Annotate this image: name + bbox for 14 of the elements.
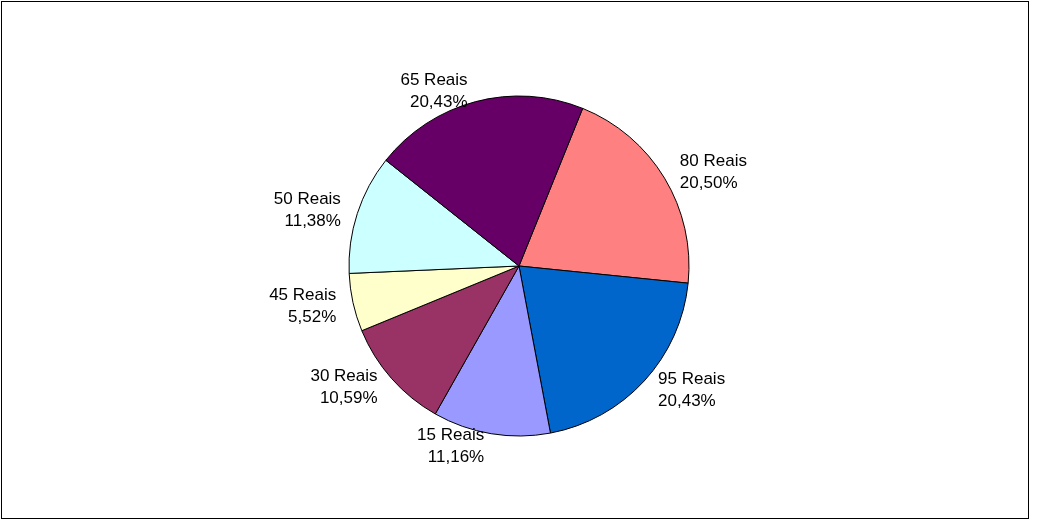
data-label: 10,59% — [319, 387, 378, 407]
slice-label: 65 Reais — [400, 69, 468, 89]
data-label: 20,50% — [679, 173, 738, 193]
data-label: 11,16% — [427, 447, 485, 467]
data-label: 5,52% — [288, 306, 337, 326]
slice-label: 45 Reais — [269, 284, 337, 304]
slice-label: 80 Reais — [679, 151, 747, 171]
slice-label: 30 Reais — [310, 365, 378, 385]
slice-label: 95 Reais — [658, 368, 726, 388]
data-label: 11,38% — [284, 211, 341, 231]
data-label: 20,43% — [409, 91, 468, 111]
data-label: 20,43% — [658, 390, 716, 410]
slice-label: 50 Reais — [273, 189, 341, 209]
slice-label: 15 Reais — [417, 425, 485, 445]
